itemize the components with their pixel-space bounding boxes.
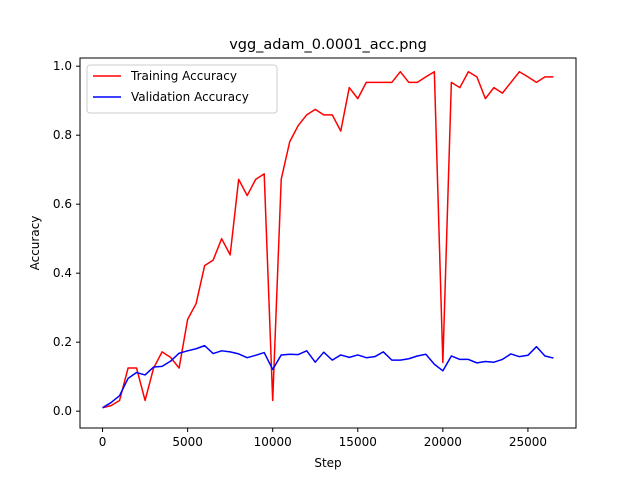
y-tick-label: 0.4 <box>53 266 72 280</box>
x-axis-label: Step <box>314 456 341 470</box>
y-tick-label: 0.0 <box>53 404 72 418</box>
legend: Training Accuracy Validation Accuracy <box>86 64 278 114</box>
y-tick-label: 0.2 <box>53 335 72 349</box>
y-tick-label: 0.6 <box>53 197 72 211</box>
plot-lines <box>102 70 554 409</box>
legend-label-validation-accuracy: Validation Accuracy <box>131 90 249 104</box>
x-tick-label: 20000 <box>424 435 462 449</box>
y-tick-label: 0.8 <box>53 128 72 142</box>
x-tick-label: 15000 <box>339 435 377 449</box>
x-tick-label: 0 <box>99 435 107 449</box>
series-line-validation-accuracy <box>102 344 554 409</box>
legend-box <box>86 64 278 114</box>
axis-ticks: 0 5000 10000 15000 20000 25000 0.0 0.2 0.4 0.6 0.8… <box>53 59 547 449</box>
x-tick-label: 10000 <box>254 435 292 449</box>
plot-frame <box>79 57 577 429</box>
chart-title: vgg_adam_0.0001_acc.png <box>229 37 427 53</box>
x-tick-label: 25000 <box>509 435 547 449</box>
x-tick-label: 5000 <box>172 435 203 449</box>
series-line-training-accuracy <box>102 70 554 409</box>
y-tick-label: 1.0 <box>53 59 72 73</box>
legend-label-training-accuracy: Training Accuracy <box>130 69 237 83</box>
y-axis-label: Accuracy <box>28 216 42 271</box>
